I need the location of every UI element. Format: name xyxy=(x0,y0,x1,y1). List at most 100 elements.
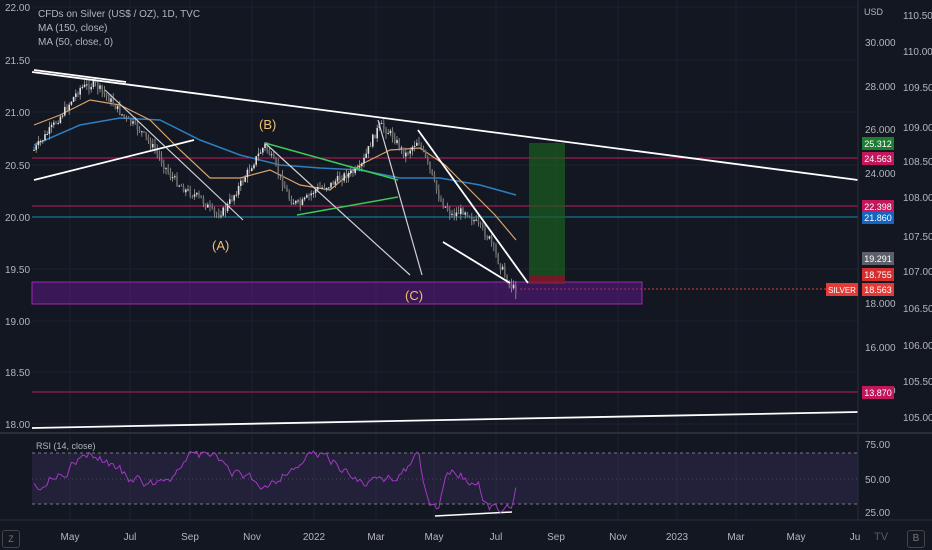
candle-body xyxy=(435,180,438,191)
candle-body xyxy=(383,123,385,129)
candle-body xyxy=(486,236,488,239)
rsi-axis-tick: 25.00 xyxy=(865,508,890,519)
candle-body xyxy=(202,198,205,204)
target-box[interactable] xyxy=(529,143,565,275)
wave-label-a: (A) xyxy=(212,238,229,253)
candle-body xyxy=(123,114,125,117)
right-axis-1-tick: 28.000 xyxy=(865,82,896,93)
trend-top-short xyxy=(33,69,127,83)
candle-body xyxy=(211,206,213,209)
left-axis-tick: 18.50 xyxy=(5,368,30,379)
candle-body xyxy=(136,122,139,130)
legend: CFDs on Silver (US$ / OZ), 1D, TVC MA (1… xyxy=(38,8,200,50)
candle-body xyxy=(475,219,477,221)
x-axis-tick: May xyxy=(787,532,806,543)
candle-body xyxy=(488,236,491,239)
price-tag-label: 25.312 xyxy=(864,139,892,149)
left-axis-tick: 20.50 xyxy=(5,161,30,172)
price-tag-label: 18.755 xyxy=(864,270,892,280)
candle-body xyxy=(158,153,161,157)
candle-body xyxy=(369,146,372,148)
candle-body xyxy=(145,131,147,137)
left-axis-tick: 19.50 xyxy=(5,265,30,276)
candle-body xyxy=(147,136,150,141)
candle-body xyxy=(66,106,68,111)
target-box-red[interactable] xyxy=(529,275,565,284)
candle-body xyxy=(83,84,86,87)
candle-body xyxy=(72,96,75,102)
candle-body xyxy=(81,86,84,88)
candle-body xyxy=(112,98,114,106)
channel-2 xyxy=(264,142,411,276)
candle-body xyxy=(235,194,238,196)
price-tag-label: 21.860 xyxy=(864,213,892,223)
candle-body xyxy=(466,212,469,217)
candle-body xyxy=(490,236,493,244)
wave-label-c: (C) xyxy=(405,288,423,303)
right-axis-2-tick: 107.50 xyxy=(903,232,932,243)
candle-body xyxy=(246,169,249,178)
candle-body xyxy=(420,144,422,148)
candle-body xyxy=(99,85,101,89)
grid xyxy=(32,0,858,520)
candle-body xyxy=(319,187,321,189)
left-axis-tick: 22.00 xyxy=(5,3,30,14)
legend-ma150: MA (150, close) xyxy=(38,23,108,34)
silver-tag-box xyxy=(826,283,858,296)
candle-body xyxy=(284,186,286,189)
zoom-icon[interactable]: Z xyxy=(2,530,20,548)
candle-body xyxy=(92,80,95,87)
channel-3 xyxy=(377,119,423,276)
candle-body xyxy=(266,143,268,150)
candle-body xyxy=(354,168,356,174)
left-axis-tick: 20.00 xyxy=(5,213,30,224)
legend-title: CFDs on Silver (US$ / OZ), 1D, TVC xyxy=(38,9,201,20)
candle-body xyxy=(215,213,218,215)
candle-body xyxy=(506,275,508,283)
price-tag-label: 24.563 xyxy=(864,154,892,164)
candle-body xyxy=(167,167,169,173)
candle-body xyxy=(402,147,405,157)
candle-body xyxy=(374,134,376,139)
right-axis-1-tick: 30.000 xyxy=(865,38,896,49)
candle-body xyxy=(449,210,451,215)
candle-body xyxy=(108,96,110,102)
price-tag-label: 18.563 xyxy=(864,285,892,295)
candle-body xyxy=(64,106,66,116)
candle-body xyxy=(209,204,211,207)
candle-body xyxy=(251,168,253,172)
candle-body xyxy=(405,152,407,157)
candle-body xyxy=(182,186,185,193)
candle-body xyxy=(471,217,473,221)
rsi-line xyxy=(33,450,517,514)
right-axis-1-tick: 26.000 xyxy=(865,125,896,136)
candle-body xyxy=(460,208,462,215)
wave-a-line-1 xyxy=(33,139,195,181)
candle-body xyxy=(387,133,389,135)
price-tag-label: 22.398 xyxy=(864,202,892,212)
ma150-line xyxy=(33,117,517,196)
right-axis-2-tick: 109.00 xyxy=(903,123,932,134)
candle-body xyxy=(237,186,240,195)
candle-body xyxy=(189,189,191,197)
candle-body xyxy=(187,189,189,191)
right-axis-2-tick: 110.00 xyxy=(903,47,932,58)
price-tag-label: 13.870 xyxy=(864,388,892,398)
gear-icon[interactable]: B xyxy=(907,530,925,548)
candle-body xyxy=(484,227,486,237)
candle-body xyxy=(204,203,207,208)
candle-body xyxy=(281,174,284,187)
rsi-legend: RSI (14, close) xyxy=(36,441,96,451)
candle-body xyxy=(90,86,92,90)
candle-body xyxy=(409,150,411,154)
candle-body xyxy=(160,156,163,164)
candle-body xyxy=(391,130,394,138)
candle-body xyxy=(317,187,319,190)
left-axis: 22.00 21.50 21.00 20.50 20.00 19.50 19.00 18.50… xyxy=(5,3,30,431)
trend-lines xyxy=(31,69,859,429)
demand-zone[interactable] xyxy=(31,281,643,305)
candle-body xyxy=(68,104,70,111)
candle-body xyxy=(176,176,178,186)
x-axis-tick: Jul xyxy=(124,532,137,543)
